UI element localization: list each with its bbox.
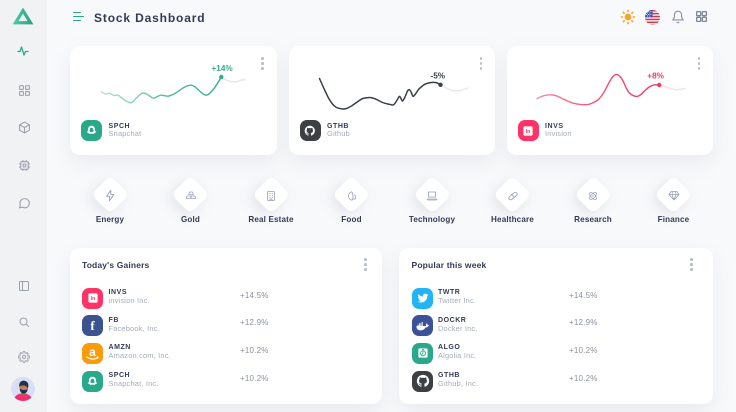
svg-text:+8%: +8% <box>647 72 664 81</box>
svg-text:In: In <box>90 296 95 302</box>
svg-text:In: In <box>526 129 531 135</box>
svg-text:-5%: -5% <box>430 72 445 81</box>
svg-text:+14%: +14% <box>212 64 234 73</box>
